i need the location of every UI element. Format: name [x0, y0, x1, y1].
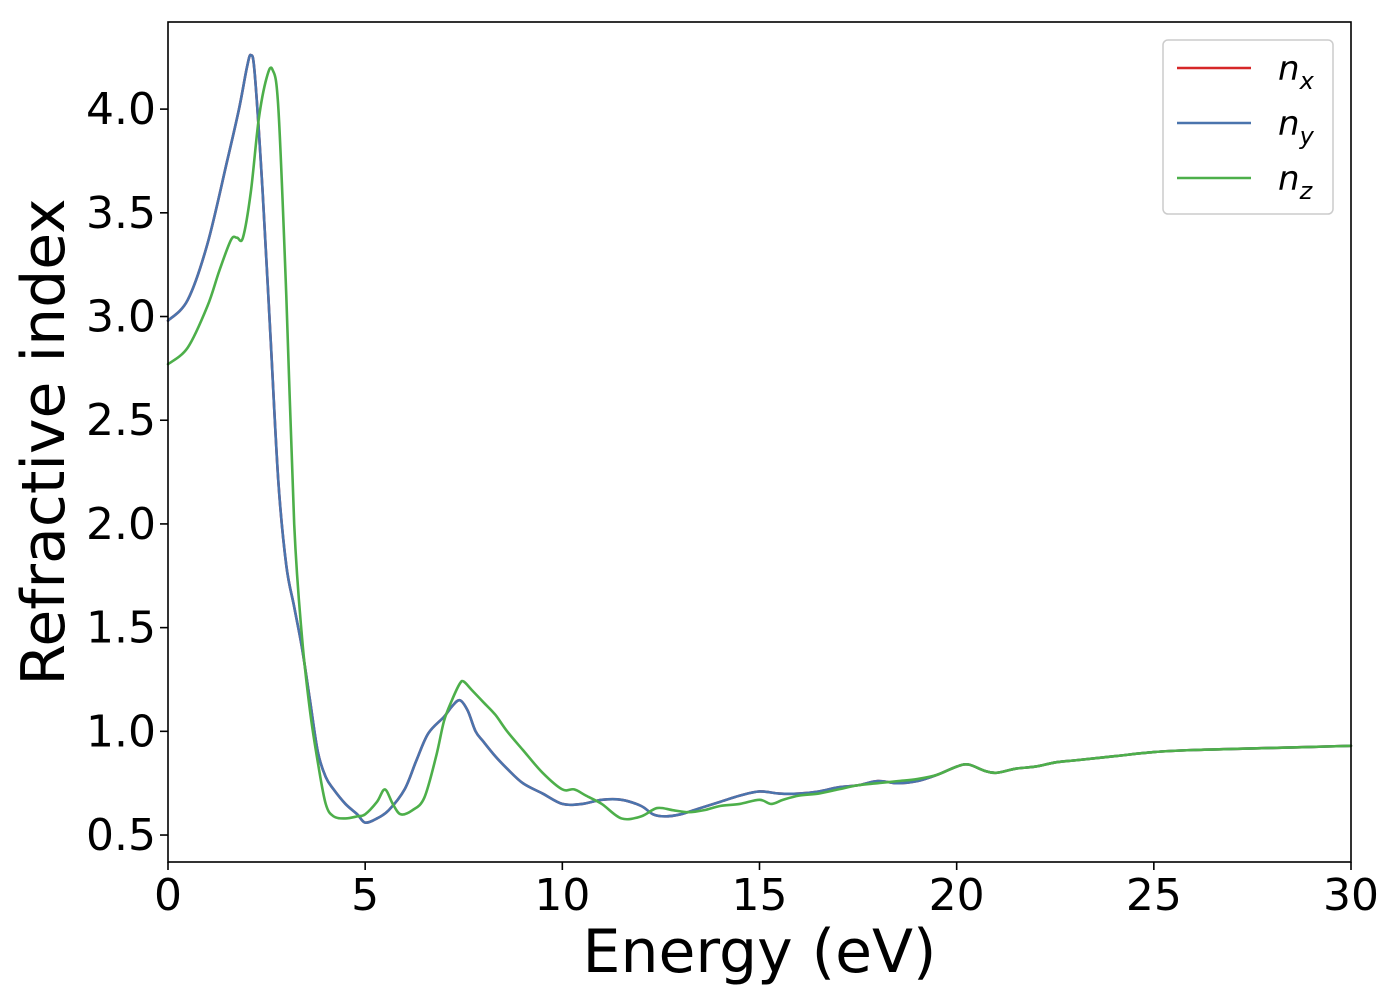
- x-tick-label: 25: [1126, 870, 1182, 921]
- y-axis-ticks: 0.5 1.0 1.5 2.0 2.5 3.0 3.5 4.0: [86, 84, 168, 861]
- y-tick-label: 0.5: [86, 810, 156, 861]
- y-tick-label: 2.0: [86, 499, 156, 550]
- series-layer: [166, 53, 1353, 824]
- x-axis-ticks: 0 5 10 15 20 25 30: [154, 862, 1379, 921]
- x-tick-label: 5: [351, 870, 379, 921]
- x-tick-label: 15: [732, 870, 788, 921]
- x-axis-label: Energy (eV): [583, 917, 937, 987]
- y-axis-label: Refractive index: [9, 198, 79, 685]
- legend-label: ny: [1278, 104, 1315, 150]
- legend-label: nx: [1278, 49, 1315, 95]
- y-tick-label: 4.0: [86, 84, 156, 135]
- series-line-nz: [166, 66, 1353, 821]
- x-tick-label: 10: [534, 870, 590, 921]
- y-tick-label: 3.0: [86, 292, 156, 343]
- legend-label: nz: [1278, 159, 1314, 205]
- x-tick-label: 20: [929, 870, 985, 921]
- legend: nx ny nz: [1162, 39, 1334, 215]
- x-tick-label: 30: [1323, 870, 1379, 921]
- y-tick-label: 1.0: [86, 706, 156, 757]
- legend-box: [1162, 39, 1334, 215]
- y-tick-label: 1.5: [86, 603, 156, 654]
- y-tick-label: 3.5: [86, 188, 156, 239]
- y-tick-label: 2.5: [86, 395, 156, 446]
- x-tick-label: 0: [154, 870, 182, 921]
- plot-background: [168, 22, 1351, 862]
